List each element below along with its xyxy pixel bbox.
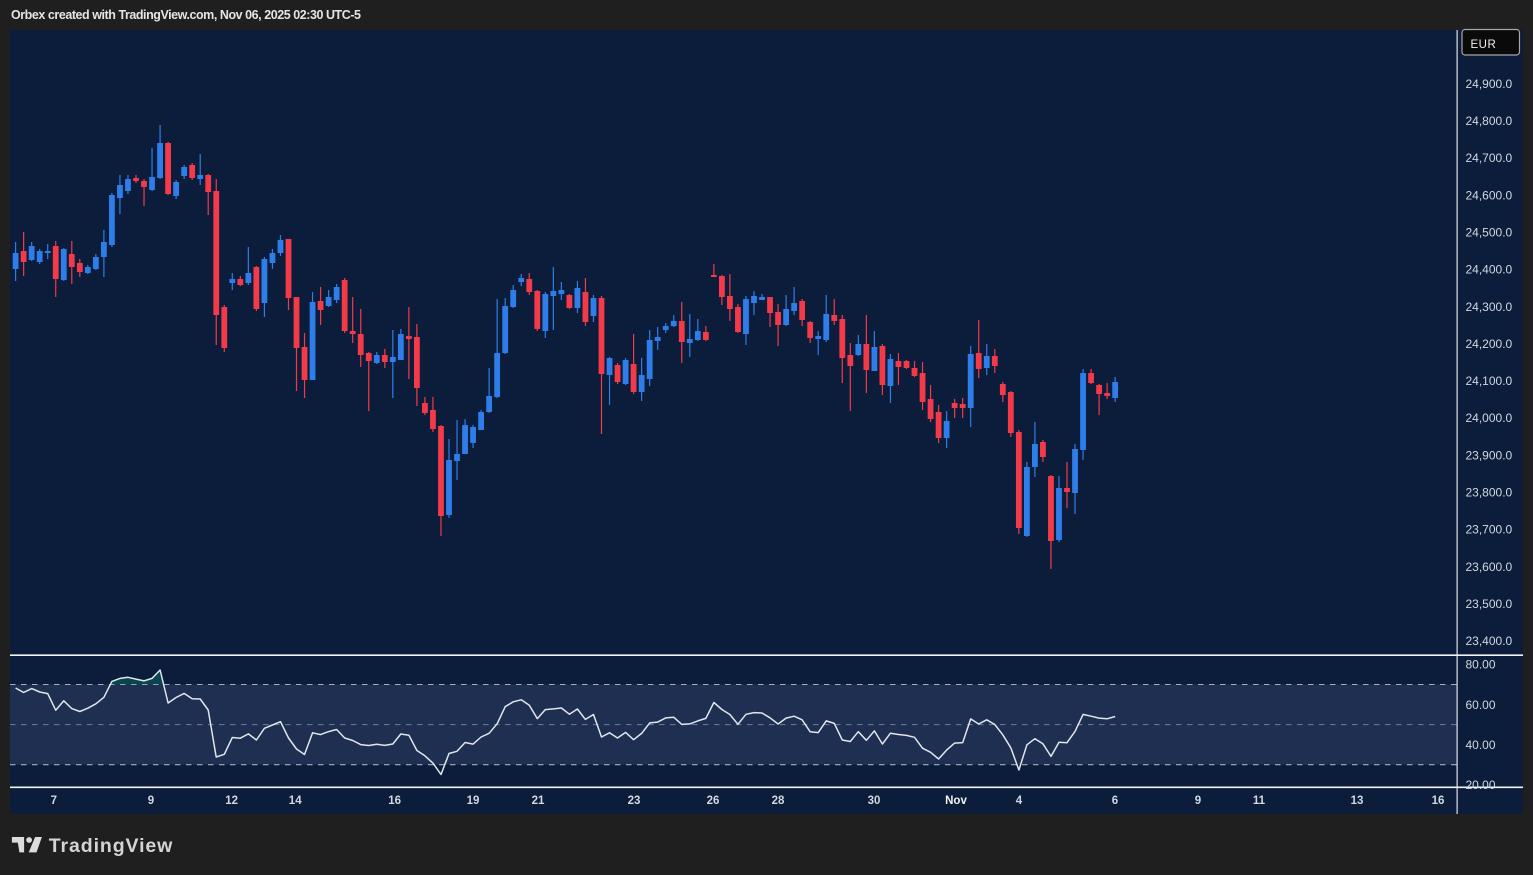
svg-text:23,500.0: 23,500.0	[1466, 597, 1513, 611]
svg-text:23,400.0: 23,400.0	[1466, 634, 1513, 648]
svg-text:13: 13	[1351, 795, 1364, 807]
svg-text:24,800.0: 24,800.0	[1466, 114, 1513, 128]
svg-text:23,900.0: 23,900.0	[1466, 448, 1513, 462]
svg-text:24,700.0: 24,700.0	[1466, 151, 1513, 165]
svg-text:Orbex created with TradingView: Orbex created with TradingView.com, Nov …	[11, 8, 361, 22]
svg-text:4: 4	[1016, 795, 1023, 807]
svg-text:23,600.0: 23,600.0	[1466, 560, 1513, 574]
svg-text:28: 28	[772, 795, 785, 807]
svg-text:80.00: 80.00	[1466, 658, 1496, 672]
svg-text:23,800.0: 23,800.0	[1466, 486, 1513, 500]
svg-text:21: 21	[532, 795, 545, 807]
svg-text:7: 7	[51, 795, 57, 807]
svg-text:23: 23	[628, 795, 641, 807]
svg-text:40.00: 40.00	[1466, 738, 1496, 752]
svg-text:EUR: EUR	[1471, 39, 1497, 51]
svg-text:30: 30	[868, 795, 881, 807]
svg-text:9: 9	[148, 795, 154, 807]
svg-text:23,700.0: 23,700.0	[1466, 523, 1513, 537]
svg-text:TradingView: TradingView	[49, 835, 173, 857]
svg-text:16: 16	[1432, 795, 1445, 807]
svg-text:24,900.0: 24,900.0	[1466, 77, 1513, 91]
svg-text:24,100.0: 24,100.0	[1466, 374, 1513, 388]
svg-text:24,400.0: 24,400.0	[1466, 263, 1513, 277]
svg-text:14: 14	[289, 795, 302, 807]
svg-text:19: 19	[467, 795, 480, 807]
svg-text:60.00: 60.00	[1466, 698, 1496, 712]
svg-text:24,300.0: 24,300.0	[1466, 300, 1513, 314]
svg-text:6: 6	[1112, 795, 1118, 807]
svg-text:Nov: Nov	[945, 795, 967, 807]
svg-text:24,200.0: 24,200.0	[1466, 337, 1513, 351]
svg-text:24,600.0: 24,600.0	[1466, 188, 1513, 202]
svg-text:9: 9	[1195, 795, 1201, 807]
svg-text:26: 26	[707, 795, 720, 807]
svg-text:24,500.0: 24,500.0	[1466, 226, 1513, 240]
svg-text:20.00: 20.00	[1466, 778, 1496, 792]
svg-text:11: 11	[1253, 795, 1266, 807]
svg-text:12: 12	[225, 795, 238, 807]
svg-text:24,000.0: 24,000.0	[1466, 411, 1513, 425]
svg-text:16: 16	[388, 795, 401, 807]
